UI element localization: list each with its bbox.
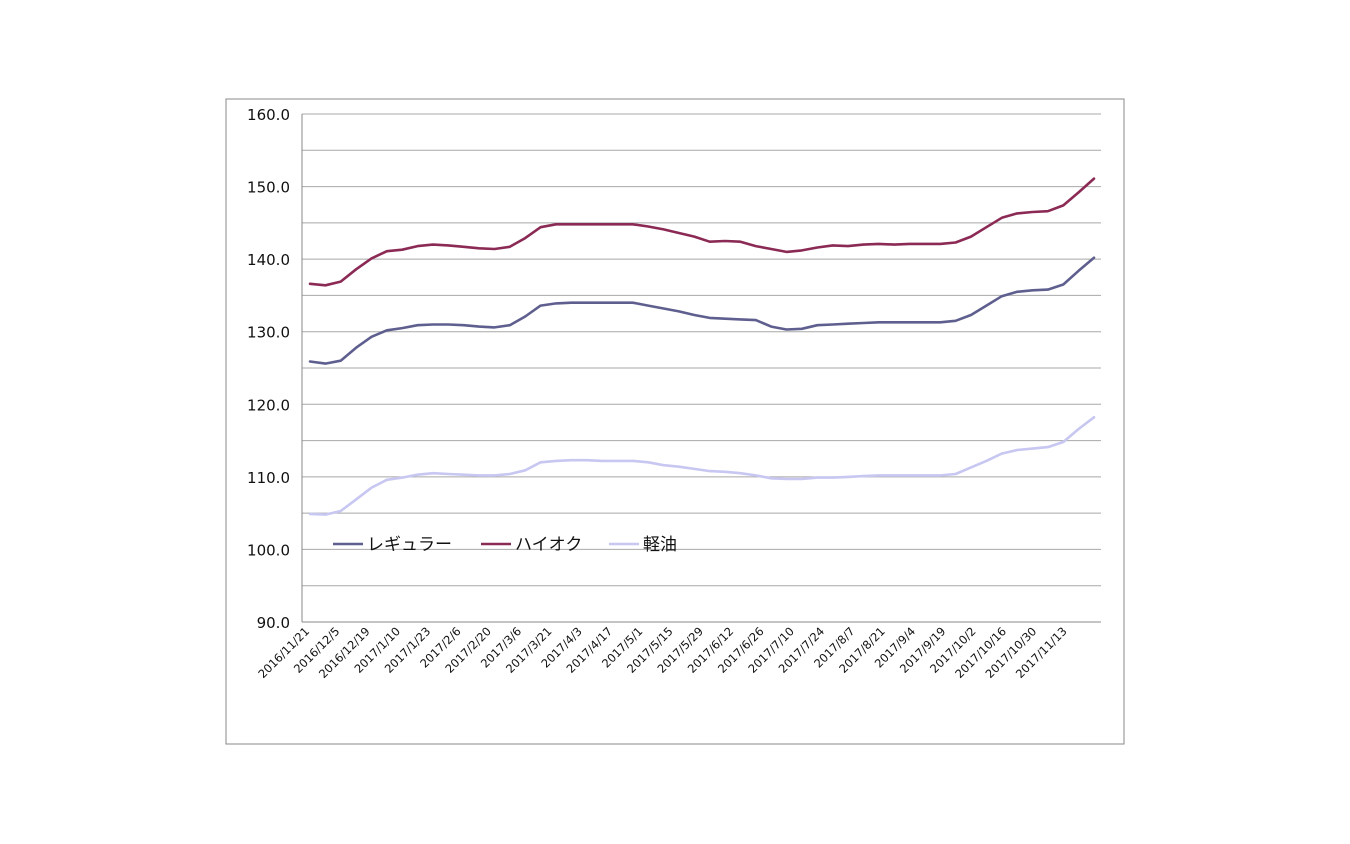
series-lines <box>308 177 1096 516</box>
legend-label: 軽油 <box>643 535 677 555</box>
series-line-0 <box>308 256 1096 365</box>
y-tick-label: 140.0 <box>247 251 290 269</box>
y-tick-label: 100.0 <box>247 541 290 559</box>
legend: レギュラー ハイオク 軽油 <box>333 535 677 555</box>
y-tick-label: 160.0 <box>247 106 290 124</box>
y-tick-label: 130.0 <box>247 324 290 342</box>
chart-area-border <box>225 98 1125 745</box>
y-tick-label: 120.0 <box>247 396 290 414</box>
legend-label: ハイオク <box>515 535 582 555</box>
y-axis-ticks: 90.0 100.0 110.0 120.0 130.0 140.0 150.0 160.0 <box>247 106 290 632</box>
y-tick-label: 150.0 <box>247 179 290 197</box>
legend-label: レギュラー <box>367 535 452 555</box>
gridlines <box>302 113 1101 587</box>
y-tick-label: 90.0 <box>257 614 290 632</box>
y-tick-label: 110.0 <box>247 469 290 487</box>
series-line-1 <box>308 177 1096 287</box>
series-line-2 <box>308 416 1096 516</box>
